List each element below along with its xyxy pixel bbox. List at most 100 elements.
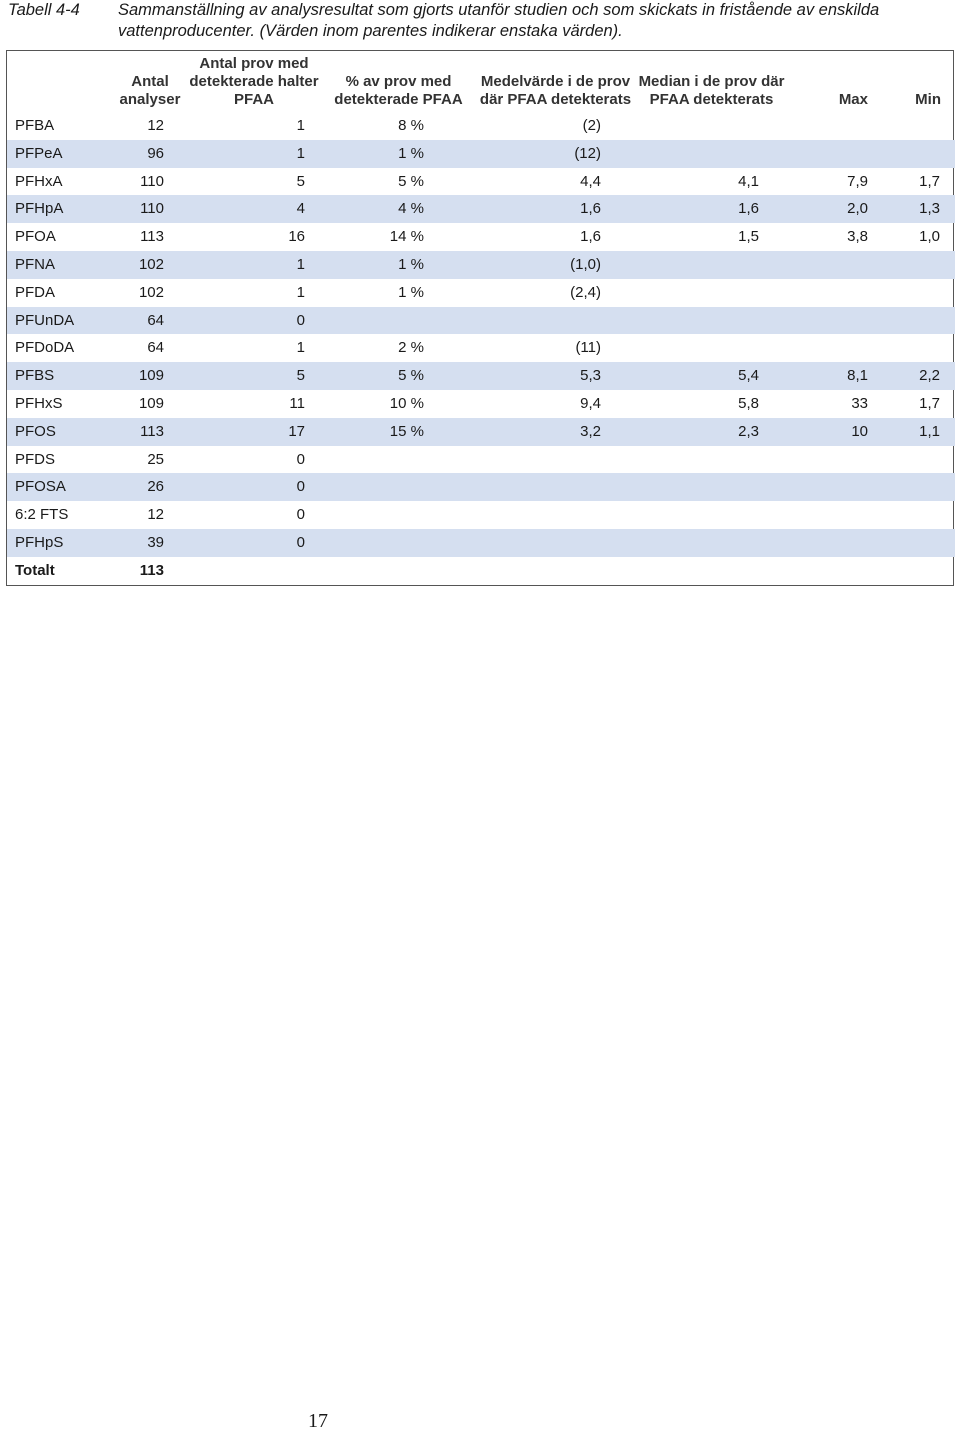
value-cell xyxy=(790,473,882,502)
column-header: % av prov med detekterade PFAA xyxy=(334,73,463,108)
value-cell: 7,9 xyxy=(847,172,868,190)
value-cell: 16 xyxy=(288,228,305,246)
total-row: Totalt 113 xyxy=(7,557,955,585)
value-cell: 5,4 xyxy=(633,362,790,390)
value-cell: 1 % xyxy=(398,283,424,301)
value-cell: 10 xyxy=(790,417,882,446)
value-cell: 2,3 xyxy=(633,417,790,446)
value-cell: 5 % xyxy=(398,172,424,190)
value-cell xyxy=(478,306,633,335)
table-row: PFDA 102 1 1 % (2,4) xyxy=(7,279,955,307)
value-cell: 110 xyxy=(140,172,164,190)
substance-cell: PFDA xyxy=(15,283,56,301)
value-cell: 64 xyxy=(111,306,189,335)
value-cell xyxy=(882,473,955,502)
table-row: PFNA 102 1 1 % (1,0) xyxy=(7,250,955,279)
value-cell xyxy=(319,473,478,502)
value-cell: 1,3 xyxy=(882,195,955,224)
substance-cell: PFOA xyxy=(15,228,56,246)
substance-cell: 6:2 FTS xyxy=(15,506,69,524)
substance-cell: PFOSA xyxy=(7,473,111,502)
value-cell: 4 % xyxy=(319,195,478,224)
value-cell: 14 % xyxy=(389,228,424,246)
value-cell: 0 xyxy=(189,473,319,502)
value-cell: 102 xyxy=(111,250,189,279)
value-cell: 1 xyxy=(189,250,319,279)
value-cell: 113 xyxy=(139,561,164,579)
value-cell: 11 xyxy=(289,394,305,412)
value-cell: 96 xyxy=(111,139,189,168)
value-cell xyxy=(633,139,790,168)
table-row: PFDS 25 0 xyxy=(7,446,955,474)
value-cell: 0 xyxy=(189,306,319,335)
value-cell: (11) xyxy=(575,339,601,357)
substance-cell: PFUnDA xyxy=(7,306,111,335)
value-cell xyxy=(882,557,955,585)
value-cell: 5 xyxy=(189,362,319,390)
value-cell xyxy=(790,306,882,335)
value-cell xyxy=(882,501,955,529)
value-cell: (1,0) xyxy=(478,250,633,279)
value-cell xyxy=(633,279,790,307)
column-header: Median i de prov där PFAA detekterats xyxy=(638,73,785,108)
value-cell xyxy=(478,501,633,529)
caption-text: Sammanställning av analysresultat som gj… xyxy=(118,1,880,40)
value-cell: 113 xyxy=(111,417,189,446)
value-cell xyxy=(790,557,882,585)
value-cell: 1 xyxy=(189,139,319,168)
value-cell: 3,8 xyxy=(847,228,868,246)
column-header: Antal analyser xyxy=(119,73,181,108)
table-header-row: Antal analyser Antal prov med detekterade… xyxy=(7,51,955,112)
value-cell xyxy=(319,557,478,585)
substance-cell: PFHpS xyxy=(7,528,111,557)
value-cell: 109 xyxy=(111,362,189,390)
value-cell: 1 xyxy=(296,283,305,301)
value-cell: 1 xyxy=(296,339,305,357)
value-cell: 15 % xyxy=(319,417,478,446)
value-cell: 5,3 xyxy=(478,362,633,390)
value-cell: 1,6 xyxy=(580,228,601,246)
substance-cell: PFDoDA xyxy=(15,339,75,357)
column-header: Antal prov med detekterade halter PFAA xyxy=(189,55,319,108)
value-cell xyxy=(633,306,790,335)
value-cell: 2 % xyxy=(398,339,424,357)
value-cell: 10 % xyxy=(389,394,424,412)
table-row: PFOS 113 17 15 % 3,2 2,3 10 1,1 xyxy=(7,417,955,446)
substance-cell: PFPeA xyxy=(7,139,111,168)
value-cell: 1 % xyxy=(319,250,478,279)
value-cell xyxy=(790,501,882,529)
value-cell xyxy=(790,446,882,474)
value-cell: 102 xyxy=(138,283,164,301)
value-cell: 8 % xyxy=(398,117,424,134)
value-cell: 1,7 xyxy=(919,172,940,190)
value-cell: 1,0 xyxy=(919,228,940,246)
value-cell xyxy=(633,112,790,140)
value-cell xyxy=(882,334,955,362)
substance-cell: PFHxA xyxy=(15,172,63,190)
value-cell xyxy=(790,112,882,140)
value-cell: 1 % xyxy=(319,139,478,168)
value-cell xyxy=(633,501,790,529)
value-cell: 3,2 xyxy=(478,417,633,446)
value-cell: 5 xyxy=(296,172,305,190)
value-cell xyxy=(882,112,955,140)
value-cell xyxy=(633,334,790,362)
substance-cell: PFHpA xyxy=(7,195,111,224)
value-cell: 2,2 xyxy=(882,362,955,390)
value-cell xyxy=(478,473,633,502)
value-cell: 64 xyxy=(147,339,164,357)
table-row: PFBA 12 1 8 % (2) xyxy=(7,112,955,140)
value-cell xyxy=(319,306,478,335)
table-row: PFOA 113 16 14 % 1,6 1,5 3,8 1,0 xyxy=(7,223,955,251)
value-cell xyxy=(189,557,319,585)
table-row: PFBS 109 5 5 % 5,3 5,4 8,1 2,2 xyxy=(7,362,955,390)
column-header xyxy=(7,51,111,112)
value-cell: 113 xyxy=(140,228,164,246)
value-cell xyxy=(882,528,955,557)
value-cell xyxy=(790,528,882,557)
substance-cell: PFBS xyxy=(7,362,111,390)
results-table: Antal analyser Antal prov med detekterade… xyxy=(7,51,955,585)
value-cell: (12) xyxy=(478,139,633,168)
table-row: PFHxA 110 5 5 % 4,4 4,1 7,9 1,7 xyxy=(7,168,955,196)
value-cell xyxy=(790,250,882,279)
